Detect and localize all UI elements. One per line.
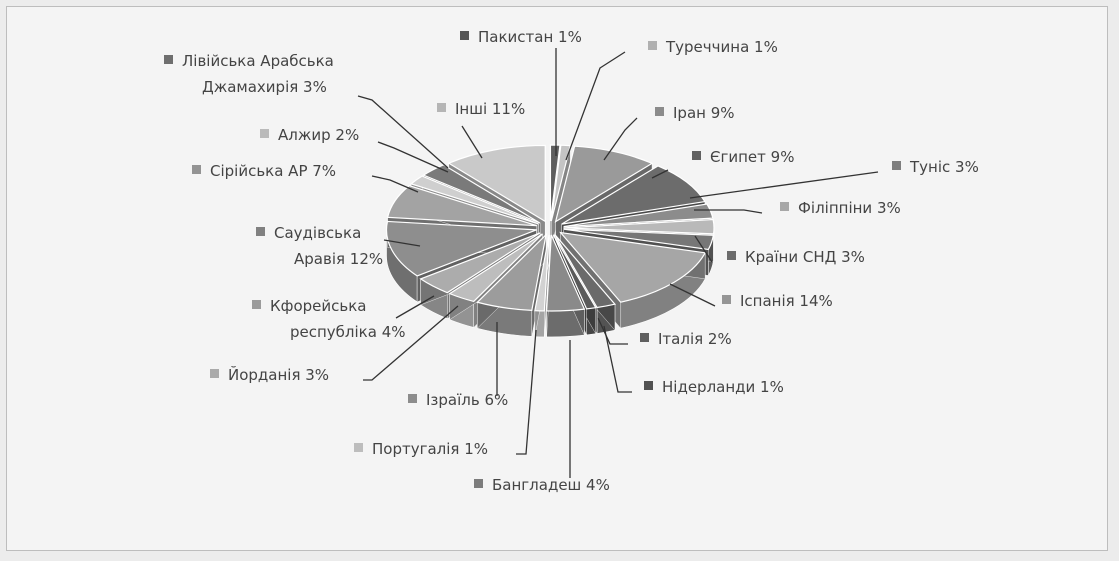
pie-slice	[386, 184, 537, 227]
legend-marker	[260, 129, 269, 138]
slice-label: Іран 9%	[673, 104, 735, 122]
legend-marker	[892, 161, 901, 170]
leader-line	[395, 295, 435, 319]
slice-label: Філіппіни 3%	[798, 199, 901, 217]
slice-label: Країни СНД 3%	[745, 248, 865, 266]
pie-slice	[419, 232, 541, 294]
pie-slice	[448, 233, 543, 303]
legend-marker	[722, 295, 731, 304]
pie-slice	[447, 144, 546, 223]
leader-line	[461, 125, 483, 159]
slice-label: Інші 11%	[455, 100, 525, 118]
legend-marker	[460, 31, 469, 40]
legend-marker	[640, 333, 649, 342]
legend-marker	[437, 103, 446, 112]
legend-marker	[644, 381, 653, 390]
leader-line	[651, 169, 669, 179]
legend-marker	[354, 443, 363, 452]
pie-slice	[552, 234, 597, 310]
slice-label: Нідерланди 1%	[662, 378, 784, 396]
slice-label: республіка 4%	[290, 323, 406, 341]
slice-label: Ізраїль 6%	[426, 391, 508, 409]
pie-slice	[554, 145, 654, 223]
slice-label: Кфорейська	[270, 297, 367, 315]
legend-marker	[648, 41, 657, 50]
legend-marker	[408, 394, 417, 403]
leader-line	[363, 305, 459, 381]
pie-slice	[409, 175, 539, 225]
legend-marker	[780, 202, 789, 211]
pie-tops	[385, 144, 715, 312]
slice-label: Лівійська Арабська	[182, 52, 334, 70]
leader-line	[597, 317, 628, 345]
slice-label: Йорданія 3%	[228, 365, 329, 384]
pie-slice	[534, 234, 550, 312]
slice-label: Алжир 2%	[278, 126, 359, 144]
leader-line	[565, 51, 626, 161]
leader-line	[694, 235, 713, 263]
slice-label: Джамахирія 3%	[202, 78, 327, 96]
slice-label: Сірійська АР 7%	[210, 162, 336, 180]
leader-line	[603, 117, 638, 161]
pie-slice	[385, 220, 537, 277]
pie-slice	[545, 234, 586, 312]
leader-line	[516, 329, 537, 455]
legend-marker	[655, 107, 664, 116]
slice-label: Бангладеш 4%	[492, 476, 610, 494]
slice-label: Саудівська	[274, 224, 361, 242]
leader-line	[689, 171, 879, 199]
pie-slice	[563, 203, 714, 228]
legend-marker	[727, 251, 736, 260]
legend-marker	[692, 151, 701, 160]
pie-slice	[476, 232, 547, 311]
pie-slice	[561, 165, 706, 225]
pie-slice	[554, 234, 617, 309]
slice-label: Італія 2%	[658, 330, 732, 348]
slice-labels: Пакистан 1% Туреччина 1% Іран 9% Єгипет 9% Т…	[164, 28, 979, 494]
slice-label: Іспанія 14%	[740, 292, 833, 310]
pie-slice	[559, 231, 707, 303]
leader-line	[357, 95, 449, 169]
slice-label: Португалія 1%	[372, 440, 488, 458]
leader-lines	[357, 48, 879, 478]
legend-marker	[256, 227, 265, 236]
pie-slice	[550, 144, 572, 222]
leader-line	[371, 175, 419, 193]
leader-line	[694, 209, 763, 214]
slice-label: Єгипет 9%	[710, 148, 794, 166]
leader-line	[377, 141, 449, 173]
legend-marker	[192, 165, 201, 174]
leader-line	[603, 325, 632, 393]
slice-label: Туніс 3%	[909, 158, 979, 176]
slice-label: Аравія 12%	[294, 250, 383, 268]
pie-slice	[563, 218, 715, 235]
slice-label: Туреччина 1%	[665, 38, 778, 56]
pie-slice	[563, 228, 715, 251]
legend-marker	[164, 55, 173, 64]
leader-line	[383, 239, 421, 247]
leader-line	[669, 283, 716, 307]
slice-label: Пакистан 1%	[478, 28, 582, 46]
legend-marker	[252, 300, 261, 309]
pie-slice	[549, 144, 561, 222]
legend-marker	[474, 479, 483, 488]
legend-marker	[210, 369, 219, 378]
